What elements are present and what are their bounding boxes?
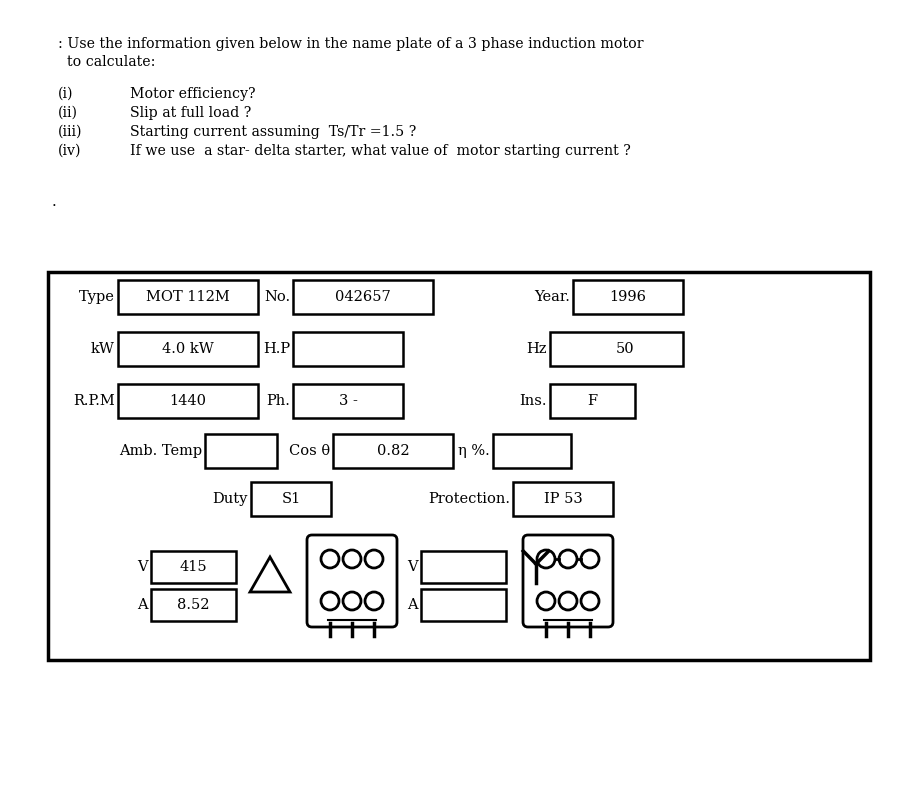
Bar: [48, 272, 870, 660]
Text: V: V: [138, 560, 148, 574]
Bar: [550, 384, 635, 418]
Text: Amb. Temp: Amb. Temp: [118, 444, 202, 458]
Text: V: V: [408, 560, 418, 574]
Bar: [251, 482, 331, 516]
Text: Hz: Hz: [527, 342, 547, 356]
Text: .: .: [52, 195, 57, 209]
Text: 50: 50: [616, 342, 634, 356]
Text: 8.52: 8.52: [177, 598, 209, 612]
Text: (ii): (ii): [58, 106, 78, 120]
Bar: [151, 589, 236, 621]
Text: η %.: η %.: [458, 444, 490, 458]
Text: 415: 415: [179, 560, 207, 574]
Bar: [205, 434, 277, 468]
Text: Ph.: Ph.: [266, 394, 290, 408]
Text: S1: S1: [282, 492, 300, 506]
Text: 0.82: 0.82: [376, 444, 409, 458]
Text: 3 -: 3 -: [339, 394, 357, 408]
Bar: [293, 280, 433, 314]
Text: (iii): (iii): [58, 125, 83, 139]
Text: 1996: 1996: [610, 290, 646, 304]
Text: : Use the information given below in the name plate of a 3 phase induction motor: : Use the information given below in the…: [58, 37, 644, 51]
Bar: [550, 332, 683, 366]
Bar: [293, 332, 403, 366]
Text: 042657: 042657: [335, 290, 391, 304]
Text: Type: Type: [79, 290, 115, 304]
Bar: [118, 384, 258, 418]
Text: Protection.: Protection.: [428, 492, 510, 506]
Text: Duty: Duty: [213, 492, 248, 506]
Text: R.P.M: R.P.M: [73, 394, 115, 408]
Text: Year.: Year.: [534, 290, 570, 304]
Bar: [118, 280, 258, 314]
Bar: [333, 434, 453, 468]
Text: A: A: [408, 598, 418, 612]
Bar: [151, 551, 236, 583]
Bar: [421, 589, 506, 621]
FancyBboxPatch shape: [307, 535, 397, 627]
Bar: [493, 434, 571, 468]
Bar: [573, 280, 683, 314]
Text: (i): (i): [58, 87, 73, 101]
Text: H.P: H.P: [263, 342, 290, 356]
Text: kW: kW: [91, 342, 115, 356]
Text: Slip at full load ?: Slip at full load ?: [130, 106, 252, 120]
Bar: [513, 482, 613, 516]
Text: Ins.: Ins.: [520, 394, 547, 408]
Text: No.: No.: [263, 290, 290, 304]
Text: A: A: [138, 598, 148, 612]
Text: IP 53: IP 53: [543, 492, 582, 506]
Text: (iv): (iv): [58, 144, 82, 158]
Text: 4.0 kW: 4.0 kW: [162, 342, 214, 356]
FancyBboxPatch shape: [523, 535, 613, 627]
Text: 1440: 1440: [170, 394, 207, 408]
Text: F: F: [587, 394, 597, 408]
Text: to calculate:: to calculate:: [58, 55, 155, 69]
Text: Starting current assuming  Ts/Tr =1.5 ?: Starting current assuming Ts/Tr =1.5 ?: [130, 125, 416, 139]
Bar: [293, 384, 403, 418]
Text: If we use  a star- delta starter, what value of  motor starting current ?: If we use a star- delta starter, what va…: [130, 144, 631, 158]
Bar: [118, 332, 258, 366]
Text: Motor efficiency?: Motor efficiency?: [130, 87, 255, 101]
Text: Cos θ: Cos θ: [289, 444, 330, 458]
Bar: [421, 551, 506, 583]
Text: MOT 112M: MOT 112M: [146, 290, 230, 304]
